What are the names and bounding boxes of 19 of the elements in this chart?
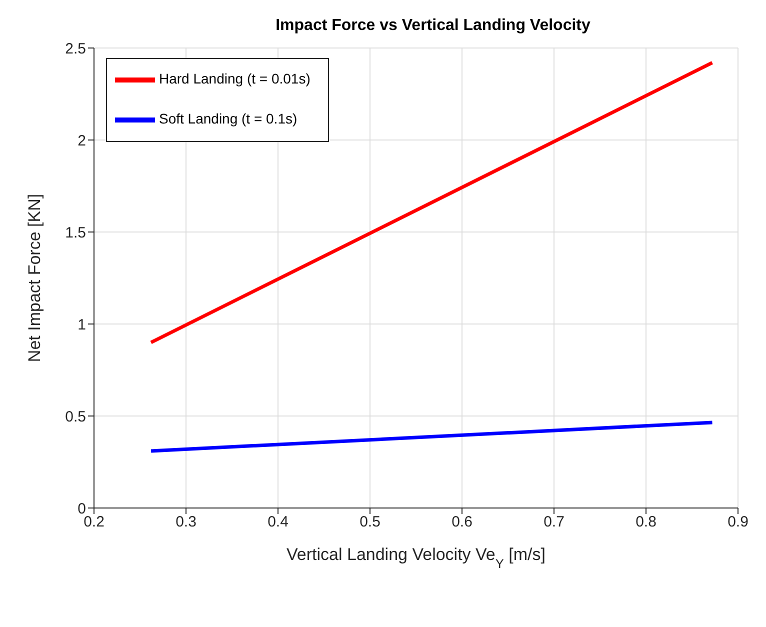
legend-label: Hard Landing (t = 0.01s) — [159, 70, 310, 87]
x-tick-label: 0.6 — [452, 514, 472, 531]
x-tick-label: 0.4 — [268, 514, 288, 531]
chart-title: Impact Force vs Vertical Landing Velocity — [276, 17, 590, 34]
y-tick-label: 0.5 — [65, 408, 86, 426]
y-tick-label: 2.5 — [65, 40, 86, 58]
x-tick-label: 0.5 — [360, 514, 380, 531]
x-tick-label: 0.3 — [176, 514, 196, 531]
x-tick-label: 0.2 — [84, 514, 104, 531]
y-tick-label: 0 — [78, 500, 86, 518]
y-tick-label: 2 — [78, 132, 86, 150]
x-tick-label: 0.9 — [728, 514, 748, 531]
x-tick-label: 0.7 — [544, 514, 564, 531]
y-tick-label: 1.5 — [65, 224, 86, 242]
x-tick-label: 0.8 — [636, 514, 656, 531]
x-axis-title: Vertical Landing Velocity Ve$_{Y}$ [m/s] — [286, 545, 546, 570]
legend-label: Soft Landing (t = 0.1s) — [159, 110, 298, 127]
y-axis-title: Net Impact Force [KN] — [25, 194, 44, 362]
y-tick-label: 1 — [78, 316, 86, 334]
